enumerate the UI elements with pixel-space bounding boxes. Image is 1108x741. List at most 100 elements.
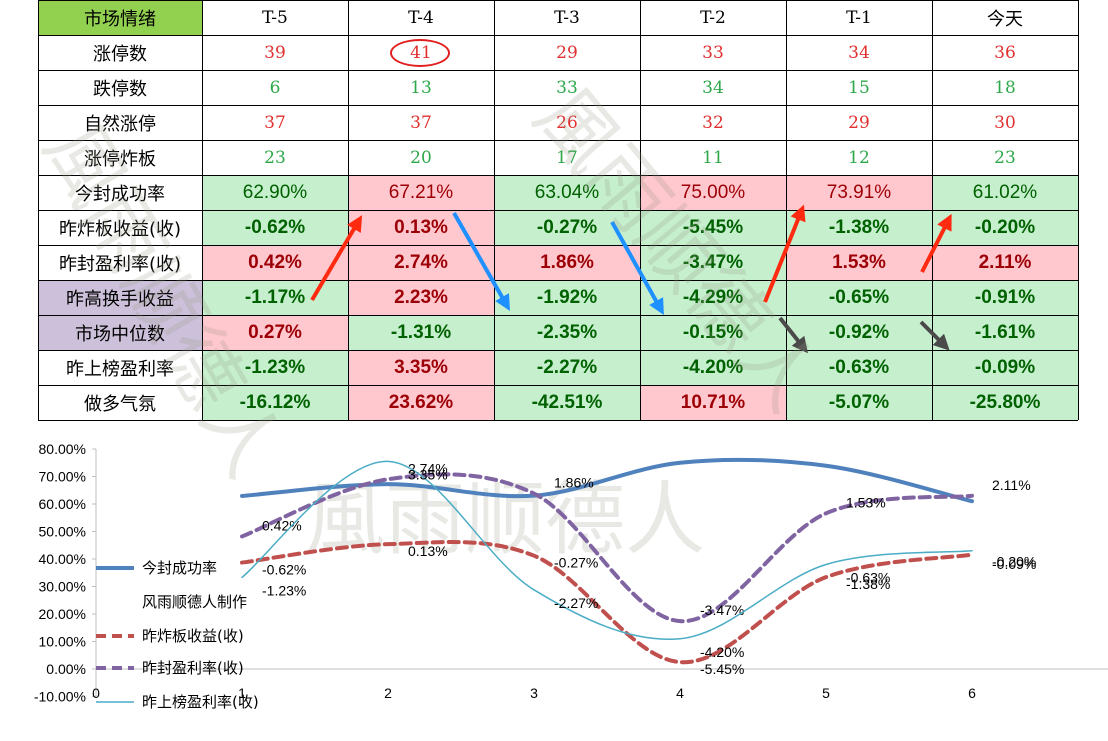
data-cell: -0.65% (786, 280, 932, 315)
data-cell: -2.35% (494, 315, 640, 350)
series-line (240, 472, 974, 624)
x-tick-label: 2 (384, 685, 392, 701)
header-corner-cell: 市场情绪 (38, 0, 202, 35)
data-label: 0.42% (262, 517, 302, 533)
grid-line (640, 0, 641, 420)
data-cell: -1.31% (348, 315, 494, 350)
header-cell: T-1 (846, 7, 872, 28)
x-tick-label: 3 (530, 685, 538, 701)
data-label: -4.20% (700, 644, 744, 660)
data-cell: 0.42% (202, 245, 348, 280)
data-cell: 62.90% (202, 175, 348, 210)
row-label: 今封成功率 (75, 183, 165, 205)
x-tick-label: 4 (676, 685, 684, 701)
data-label: -0.63% (846, 570, 890, 586)
data-cell: 1.86% (494, 245, 640, 280)
grid-line (38, 35, 1078, 36)
data-cell: 37 (264, 112, 286, 133)
data-cell: -0.27% (494, 210, 640, 245)
line-chart: -10.00% 0.00% 10.00% 20.00% 30.00% 40.00% 50.0… (34, 441, 1108, 711)
data-cell: 17 (556, 147, 578, 168)
data-cell: -1.38% (786, 210, 932, 245)
data-cell: -0.09% (932, 350, 1078, 385)
data-label: -0.09% (992, 556, 1036, 572)
row-label: 昨上榜盈利率 (66, 358, 174, 380)
data-cell: 37 (410, 112, 432, 133)
data-cell: -1.61% (932, 315, 1078, 350)
data-cell: -5.07% (786, 385, 932, 420)
data-cell: 12 (848, 147, 870, 168)
data-cell: 23 (264, 147, 286, 168)
grid-line (786, 0, 787, 420)
market-sentiment-table: 市场情绪 T-5 T-4 T-3 T-2 T-1 今天 涨停数 39 41 29 33 34 36 跌停数 6… (38, 0, 1079, 421)
header-cell: T-5 (262, 7, 288, 28)
grid-line (38, 385, 1078, 386)
data-cell: 41 (348, 35, 494, 70)
data-cell: 2.11% (932, 245, 1078, 280)
data-label: -2.27% (554, 595, 598, 611)
data-label: 1.86% (554, 475, 594, 491)
data-cell: 0.27% (202, 315, 348, 350)
grid-line (494, 0, 495, 420)
data-cell: -2.27% (494, 350, 640, 385)
data-cell: 0.13% (348, 210, 494, 245)
data-label: -0.27% (554, 555, 598, 571)
series-line (241, 460, 973, 640)
data-cell: 29 (556, 42, 578, 63)
data-label: -0.62% (262, 562, 306, 578)
legend-label: 今封成功率 (142, 559, 217, 577)
data-label: -1.23% (262, 582, 306, 598)
data-cell: 6 (269, 77, 281, 98)
data-cell: -4.29% (640, 280, 786, 315)
data-cell: -25.80% (932, 385, 1078, 420)
legend-credit: 风雨顺德人制作 (142, 593, 247, 611)
grid-line (38, 315, 1078, 316)
data-cell: 73.91% (786, 175, 932, 210)
y-tick-label: 50.00% (39, 524, 86, 540)
data-label: 0.13% (408, 543, 448, 559)
row-label: 做多气氛 (84, 393, 156, 415)
data-cell: 13 (410, 77, 432, 98)
data-cell: -1.17% (202, 280, 348, 315)
grid-line (38, 140, 1078, 141)
data-cell: 30 (994, 112, 1016, 133)
data-cell: 3.35% (348, 350, 494, 385)
data-label: 3.35% (408, 466, 448, 482)
data-cell: -16.12% (202, 385, 348, 420)
data-cell: 2.74% (348, 245, 494, 280)
legend-label: 昨炸板收益(收) (142, 627, 244, 645)
data-label: -0.20% (992, 554, 1036, 570)
data-cell: -3.47% (640, 245, 786, 280)
data-cell: -0.91% (932, 280, 1078, 315)
y-tick-label: 10.00% (39, 634, 86, 650)
data-cell: -0.63% (786, 350, 932, 385)
grid-line (202, 0, 203, 420)
grid-line (38, 245, 1078, 246)
data-cell: 26 (556, 112, 578, 133)
grid-line (932, 0, 933, 420)
y-tick-label: 80.00% (39, 441, 86, 457)
data-cell: 23.62% (348, 385, 494, 420)
grid-line (38, 175, 1078, 176)
header-cell: T-3 (554, 7, 580, 28)
data-cell: 2.23% (348, 280, 494, 315)
data-cell: 34 (848, 42, 870, 63)
grid-line (38, 350, 1078, 351)
data-cell: -0.92% (786, 315, 932, 350)
row-label: 涨停数 (93, 43, 147, 65)
data-cell: 36 (994, 42, 1016, 63)
data-cell: -42.51% (494, 385, 640, 420)
data-cell: 32 (702, 112, 724, 133)
x-tick-label: 0 (92, 685, 100, 701)
data-cell: 1.53% (786, 245, 932, 280)
data-cell: 33 (556, 77, 578, 98)
header-cell: T-2 (700, 7, 726, 28)
grid-line (38, 0, 1078, 1)
grid-line (38, 105, 1078, 106)
grid-line (348, 0, 349, 420)
x-tick-label: 1 (238, 685, 246, 701)
data-cell: 75.00% (640, 175, 786, 210)
header-cell: T-4 (408, 7, 434, 28)
data-cell: -5.45% (640, 210, 786, 245)
row-label: 跌停数 (93, 78, 147, 100)
